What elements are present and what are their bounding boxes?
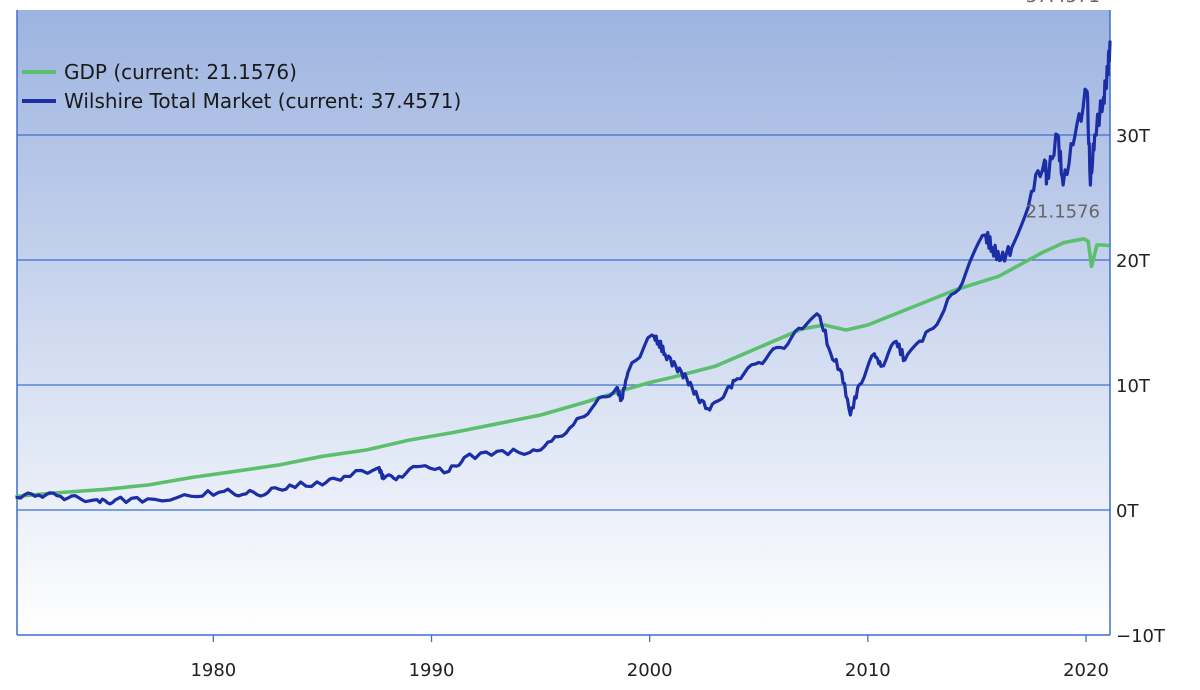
legend-label-gdp: GDP (current: 21.1576) [64, 60, 297, 84]
end-labels: 21.1576 37.4571 [1026, 0, 1100, 223]
x-axis-ticks: 1980 1990 2000 2010 2020 [190, 635, 1109, 681]
series-line-wilshire [15, 40, 1112, 506]
x-tick-label: 1990 [409, 660, 455, 681]
x-tick-label: 2000 [627, 660, 673, 681]
series-lines [15, 40, 1112, 506]
end-value-label-gdp: 21.1576 [1026, 202, 1100, 223]
grid-lines [17, 134, 1110, 511]
y-tick-label: 0T [1116, 501, 1139, 522]
series-line-gdp [15, 237, 1110, 499]
x-tick-label: 2010 [845, 660, 891, 681]
y-tick-label: −10T [1116, 626, 1166, 647]
legend: GDP (current: 21.1576) Wilshire Total Mar… [22, 60, 461, 113]
plot-background [17, 10, 1110, 635]
x-tick-label: 2020 [1063, 660, 1109, 681]
y-tick-label: 30T [1116, 126, 1151, 147]
end-value-label-wilshire: 37.4571 [1026, 0, 1100, 7]
x-tick-label: 1980 [190, 660, 236, 681]
y-tick-label: 10T [1116, 376, 1151, 397]
legend-label-wilshire: Wilshire Total Market (current: 37.4571) [64, 89, 461, 113]
y-axis-ticks: 30T 20T 10T 0T −10T [1116, 126, 1166, 647]
y-tick-label: 20T [1116, 251, 1151, 272]
